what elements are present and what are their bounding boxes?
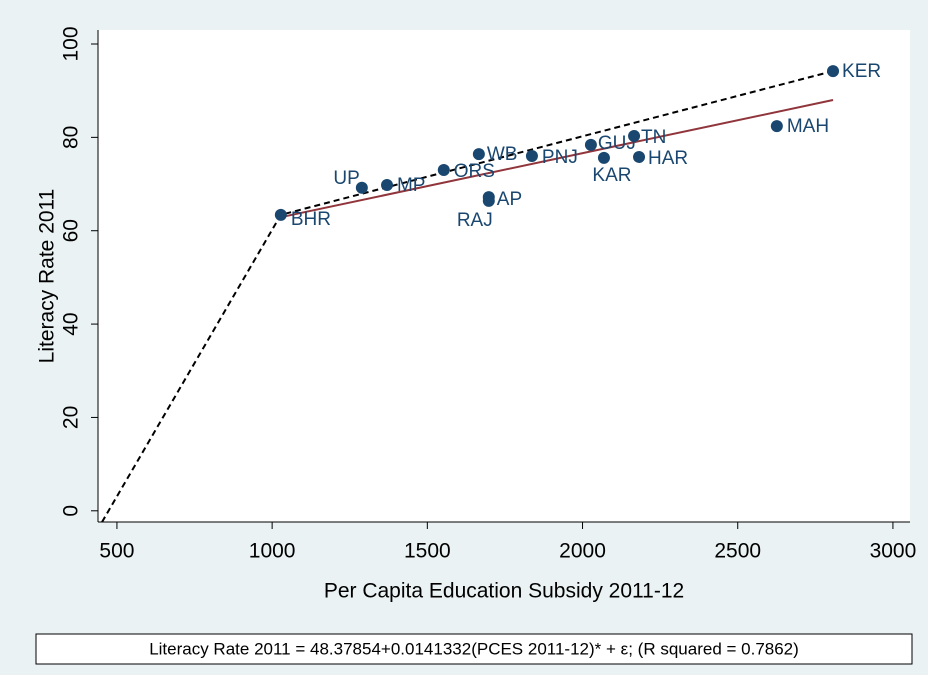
- x-tick-label: 2500: [714, 540, 761, 563]
- y-tick-label: 100: [60, 26, 83, 61]
- point-label: PNJ: [542, 147, 578, 168]
- y-tick-label: 0: [60, 505, 83, 517]
- point-label: WB: [487, 144, 518, 165]
- y-tick-label: 40: [60, 312, 83, 335]
- x-tick-label: 2000: [559, 540, 606, 563]
- point: [597, 151, 610, 164]
- point: [628, 129, 641, 142]
- point: [380, 178, 393, 191]
- point-label: UP: [333, 168, 359, 189]
- x-tick-label: 3000: [870, 540, 917, 563]
- x-tick-label: 1000: [249, 540, 296, 563]
- point: [770, 120, 783, 133]
- point-label: ORS: [454, 161, 495, 182]
- point-label: AP: [497, 189, 522, 210]
- plot-area: [98, 30, 910, 522]
- point-label: TN: [641, 127, 666, 148]
- note-box: [35, 633, 913, 665]
- point: [472, 148, 485, 161]
- point-label: HAR: [648, 148, 688, 169]
- point-label: MAH: [787, 116, 829, 137]
- x-axis-title: Per Capita Education Subsidy 2011-12: [324, 580, 684, 603]
- point: [482, 194, 495, 207]
- point: [827, 65, 840, 78]
- point: [525, 150, 538, 163]
- y-tick-label: 60: [60, 219, 83, 242]
- point: [274, 208, 287, 221]
- point: [355, 181, 368, 194]
- note: Literacy Rate 2011 = 48.37854+0.0141332(…: [149, 639, 799, 658]
- point: [633, 150, 646, 163]
- point-label: RAJ: [457, 210, 493, 231]
- point: [437, 164, 450, 177]
- x-tick-label: 1500: [404, 540, 451, 563]
- point-label: GUJ: [598, 133, 636, 154]
- x-tick-label: 500: [99, 540, 134, 563]
- point-label: KAR: [592, 165, 631, 186]
- point-label: KER: [842, 61, 881, 82]
- point: [584, 138, 597, 151]
- point-label: MP: [397, 175, 426, 196]
- y-axis-title: Literacy Rate 2011: [36, 189, 59, 364]
- point-label: BHR: [291, 209, 331, 230]
- line: [280, 99, 834, 219]
- y-tick-label: 20: [60, 406, 83, 429]
- y-tick-label: 80: [60, 126, 83, 149]
